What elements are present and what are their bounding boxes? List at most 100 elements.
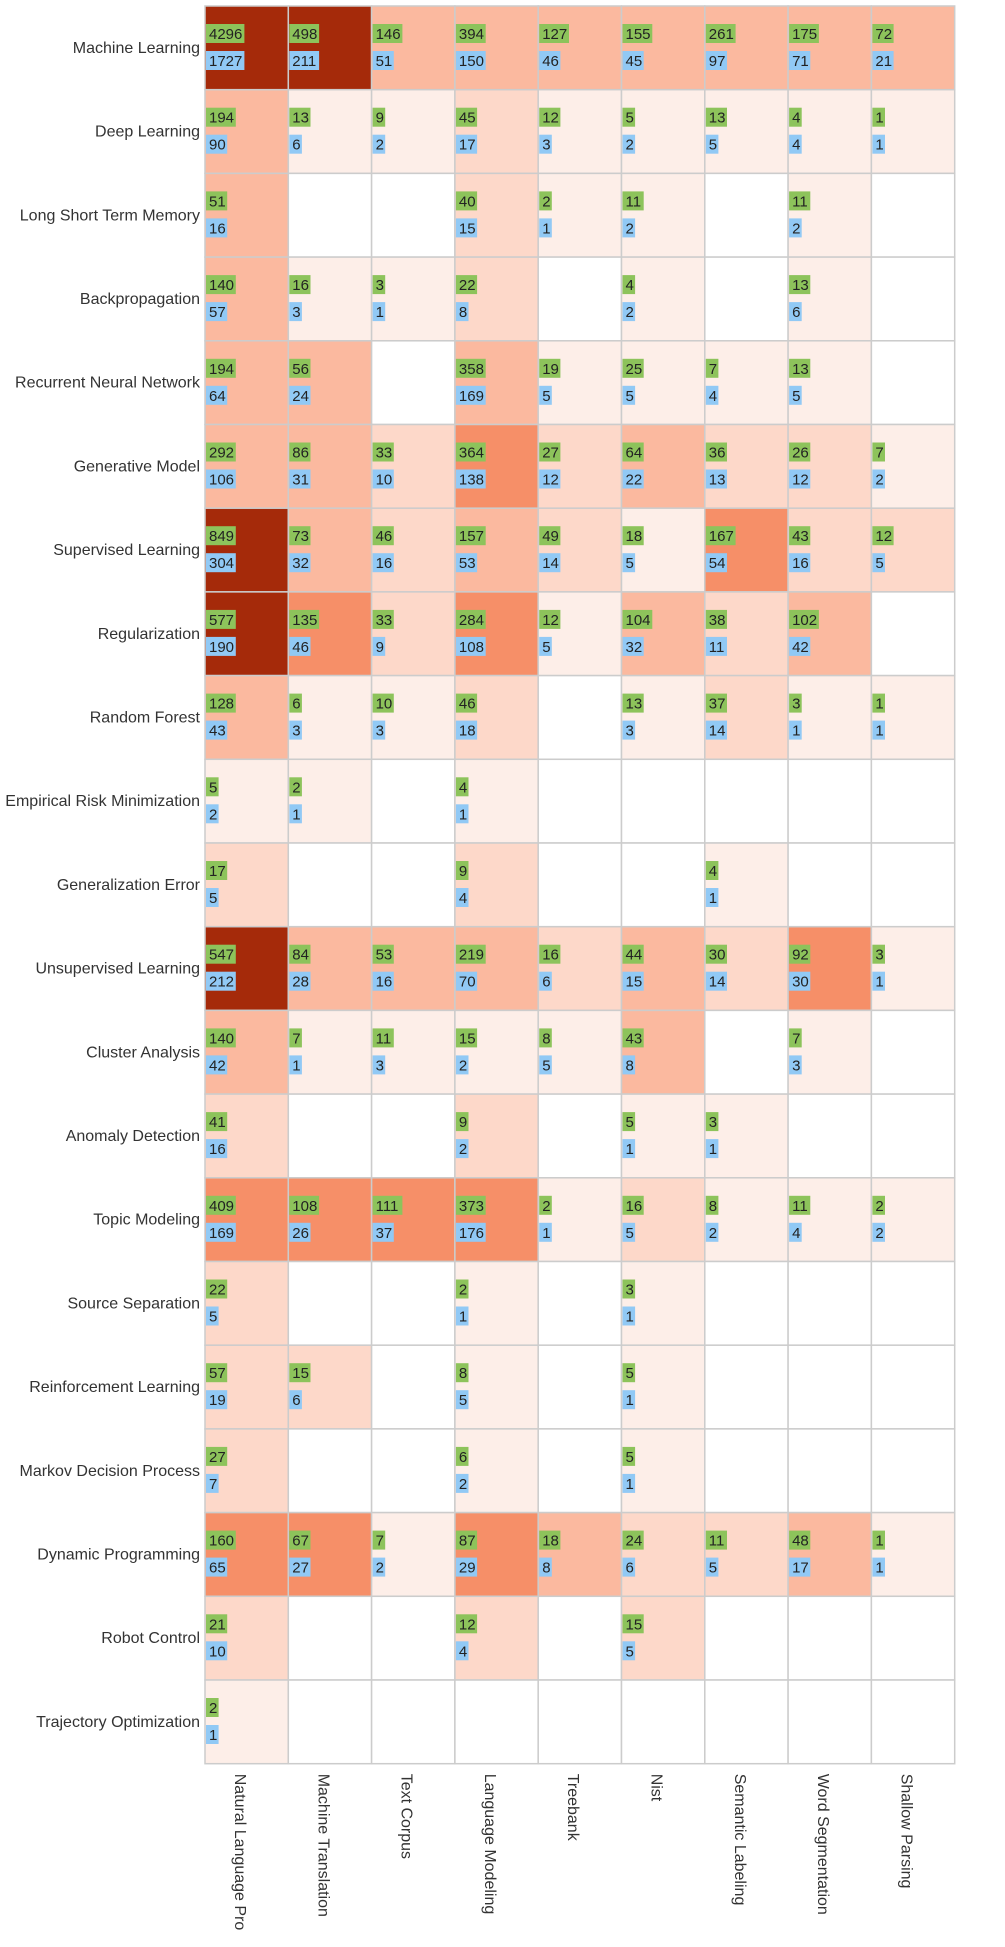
count-bar-bottom: [289, 1222, 311, 1242]
count-bar-top: [206, 1446, 228, 1466]
heatmap-cell: [704, 1344, 789, 1430]
heatmap-cell: [454, 1093, 539, 1179]
count-bar-top: [455, 275, 478, 295]
count-label-bottom: 2: [459, 1057, 467, 1074]
count-label-bottom: 1: [626, 1476, 634, 1493]
count-label-bottom: 1: [459, 1309, 467, 1326]
heatmap-cell: [870, 88, 956, 175]
heatmap-cell: [204, 758, 290, 844]
count-bar-top: [372, 442, 394, 462]
count-bar-top: [289, 1363, 311, 1383]
count-bar-top: [372, 107, 386, 127]
count-bar-top: [206, 777, 219, 797]
count-label-bottom: 6: [292, 1392, 300, 1409]
heatmap-cell: [787, 758, 873, 844]
heatmap-cell: [787, 256, 873, 342]
count-label-bottom: 5: [875, 555, 883, 572]
count-label-bottom: 3: [376, 723, 384, 740]
heatmap-cell: [787, 1177, 873, 1263]
count-label-bottom: 2: [875, 1225, 883, 1242]
heatmap-cell: [204, 674, 290, 761]
count-label-bottom: 30: [792, 974, 809, 991]
count-bar-top: [206, 191, 228, 211]
count-bar-bottom: [622, 971, 644, 991]
count-label-top: 44: [626, 947, 643, 964]
count-bar-top: [206, 275, 236, 295]
count-bar-bottom: [539, 636, 552, 656]
heatmap-cell: [287, 1260, 373, 1346]
count-label-top: 127: [542, 26, 567, 43]
count-bar-bottom: [789, 1055, 802, 1075]
count-label-bottom: 176: [459, 1225, 484, 1242]
heatmap-cell: [204, 172, 290, 258]
count-label-bottom: 2: [459, 1141, 467, 1158]
count-bar-top: [539, 358, 561, 378]
count-bar-bottom: [372, 1557, 386, 1577]
count-label-top: 10: [376, 696, 393, 713]
count-bar-top: [372, 275, 386, 295]
column-label: Word Segmentation: [814, 1774, 831, 1915]
column-label: Language Modeling: [481, 1774, 498, 1915]
heatmap-cell: [704, 340, 789, 426]
count-label-top: 18: [626, 528, 643, 545]
count-label-bottom: 64: [209, 388, 226, 405]
count-bar-bottom: [289, 971, 311, 991]
count-bar-top: [206, 1698, 219, 1717]
heatmap-cell: [787, 5, 873, 91]
heatmap-cell: [370, 1177, 456, 1263]
count-bar-top: [289, 275, 311, 295]
count-label-top: 111: [376, 1198, 399, 1215]
count-label-top: 3: [792, 696, 800, 713]
count-bar-top: [455, 1195, 486, 1215]
count-label-top: 48: [792, 1533, 809, 1550]
count-bar-top: [622, 1530, 644, 1550]
row-label: Robot Control: [101, 1630, 200, 1647]
count-label-bottom: 12: [792, 472, 809, 489]
count-bar-top: [372, 24, 403, 43]
count-label-bottom: 11: [709, 639, 725, 656]
heatmap-cell: [454, 842, 539, 928]
count-bar-bottom: [206, 888, 219, 907]
count-bar-bottom: [622, 385, 636, 405]
count-bar-bottom: [872, 1557, 885, 1577]
count-bar-top: [455, 944, 486, 964]
count-bar-top: [455, 693, 478, 713]
count-bar-bottom: [789, 134, 802, 154]
heatmap-cell: [204, 5, 290, 91]
count-bar-top: [789, 944, 811, 964]
count-bar-bottom: [206, 1139, 228, 1159]
count-bar-top: [539, 191, 552, 211]
count-bar-top: [289, 944, 311, 964]
row-label: Dynamic Programming: [37, 1546, 200, 1563]
count-label-top: 27: [209, 1449, 226, 1466]
heatmap-cell: [370, 758, 456, 844]
heatmap-cell: [537, 1428, 623, 1514]
heatmap-cell: [370, 1344, 456, 1430]
count-bar-top: [622, 693, 644, 713]
heatmap-cell: [870, 1511, 956, 1598]
count-label-top: 2: [292, 779, 300, 796]
count-label-bottom: 8: [542, 1560, 550, 1577]
count-label-bottom: 5: [792, 388, 800, 405]
heatmap-cell: [787, 1260, 873, 1346]
count-bar-top: [622, 191, 644, 211]
count-label-bottom: 5: [209, 1309, 217, 1326]
count-bar-bottom: [622, 1139, 636, 1159]
count-bar-bottom: [539, 553, 561, 573]
count-bar-top: [622, 358, 644, 378]
count-bar-top: [455, 1446, 469, 1466]
count-bar-top: [705, 358, 719, 378]
count-label-top: 155: [626, 26, 651, 43]
heatmap-cell: [204, 423, 290, 509]
count-label-bottom: 4: [792, 137, 800, 154]
count-bar-top: [206, 24, 245, 43]
heatmap-cell: [204, 1093, 290, 1179]
count-label-top: 5: [626, 1365, 634, 1382]
count-label-top: 13: [792, 361, 809, 378]
count-label-top: 102: [792, 612, 817, 629]
count-label-bottom: 16: [376, 974, 393, 991]
count-label-bottom: 16: [209, 1141, 226, 1158]
count-bar-bottom: [622, 1473, 636, 1493]
heatmap-cell: [537, 1595, 623, 1681]
heatmap-cell: [704, 1595, 789, 1681]
